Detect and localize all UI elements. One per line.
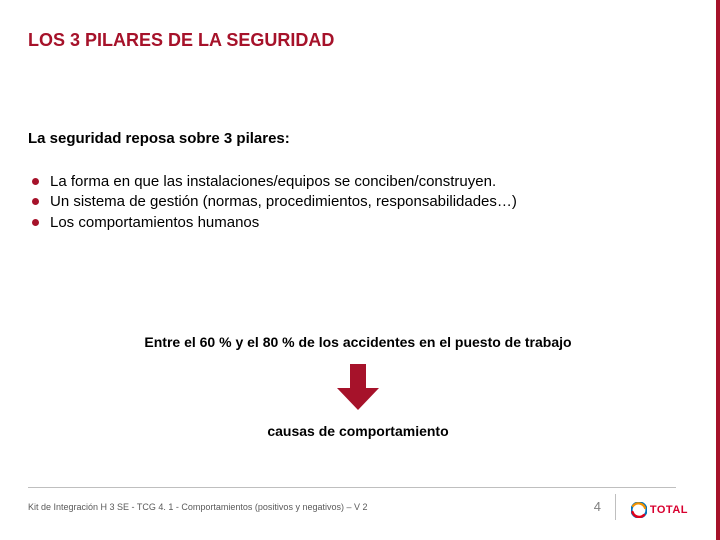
callout-accidents: Entre el 60 % y el 80 % de los accidente… [0,334,716,350]
bullet-item: Los comportamientos humanos [28,213,676,233]
page-number: 4 [594,499,601,514]
callout-causes: causas de comportamiento [0,423,716,439]
total-logo-text: TOTAL [650,504,688,516]
down-arrow-icon [337,364,379,415]
total-logo: TOTAL [631,502,688,518]
bullet-item: Un sistema de gestión (normas, procedimi… [28,192,676,212]
footer-text: Kit de Integración H 3 SE - TCG 4. 1 - C… [28,502,367,512]
total-logo-icon [631,502,647,518]
bullet-list: La forma en que las instalaciones/equipo… [28,172,676,233]
slide-title: LOS 3 PILARES DE LA SEGURIDAD [28,30,334,51]
bullet-item: La forma en que las instalaciones/equipo… [28,172,676,192]
slide-subtitle: La seguridad reposa sobre 3 pilares: [28,130,290,147]
logo-divider [615,494,616,520]
slide: LOS 3 PILARES DE LA SEGURIDAD La segurid… [0,0,720,540]
footer-divider [28,487,676,488]
